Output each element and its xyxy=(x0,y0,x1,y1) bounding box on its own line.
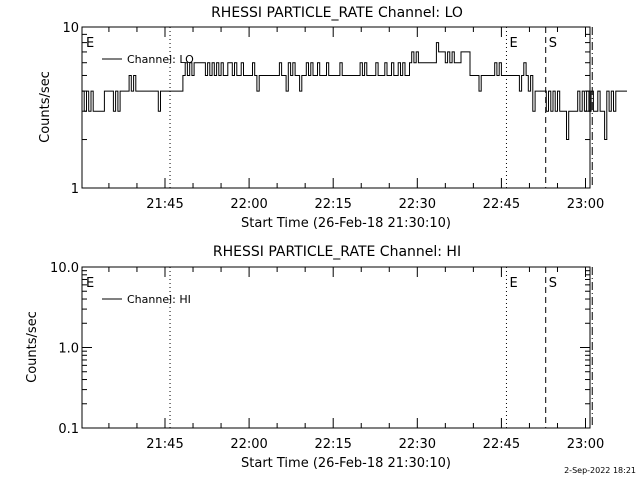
event-marker-label: E xyxy=(86,276,94,291)
x-tick-label: 22:00 xyxy=(230,437,267,452)
legend-label: Channel: HI xyxy=(127,293,191,306)
y-tick-label: 1.0 xyxy=(58,342,79,357)
x-tick-label: 22:15 xyxy=(314,437,351,452)
x-axis-label: Start Time (26-Feb-18 21:30:10) xyxy=(241,216,451,231)
x-tick-label: 22:30 xyxy=(399,437,436,452)
y-tick-label: 1 xyxy=(71,182,79,197)
footer-date: 2-Sep-2022 18:21 xyxy=(564,466,636,475)
x-tick-label: 22:45 xyxy=(483,197,520,212)
event-marker-label: S xyxy=(549,276,557,291)
lo-channel-panel: RHESSI PARTICLE_RATE Channel: LO Start Ti… xyxy=(38,5,627,231)
x-tick-label: 22:30 xyxy=(399,197,436,212)
x-tick-label: 22:15 xyxy=(314,197,351,212)
chart-title: RHESSI PARTICLE_RATE Channel: LO xyxy=(211,5,463,21)
y-axis-label: Counts/sec xyxy=(38,71,53,143)
event-marker-label: S xyxy=(549,36,557,51)
event-marker-label: E xyxy=(509,36,517,51)
hi-channel-panel: RHESSI PARTICLE_RATE Channel: HI Start Ti… xyxy=(25,244,604,471)
y-axis-label: Counts/sec xyxy=(25,311,40,383)
x-tick-label: 23:00 xyxy=(567,197,604,212)
event-marker-label: E xyxy=(509,276,517,291)
x-axis-label: Start Time (26-Feb-18 21:30:10) xyxy=(241,456,451,471)
x-tick-label: 22:00 xyxy=(230,197,267,212)
legend-label: Channel: LO xyxy=(127,53,194,66)
y-tick-label: 10 xyxy=(62,21,79,36)
x-tick-label: 23:00 xyxy=(567,437,604,452)
series-line-lo-channel xyxy=(82,42,627,140)
chart-title: RHESSI PARTICLE_RATE Channel: HI xyxy=(213,244,461,260)
plot-frame xyxy=(81,26,591,189)
x-tick-label: 21:45 xyxy=(146,437,183,452)
y-tick-label: 0.1 xyxy=(58,422,79,437)
event-marker-label: E xyxy=(86,36,94,51)
x-tick-label: 22:45 xyxy=(483,437,520,452)
x-tick-label: 21:45 xyxy=(146,197,183,212)
y-tick-label: 10.0 xyxy=(50,261,79,276)
plot-frame xyxy=(81,266,591,429)
